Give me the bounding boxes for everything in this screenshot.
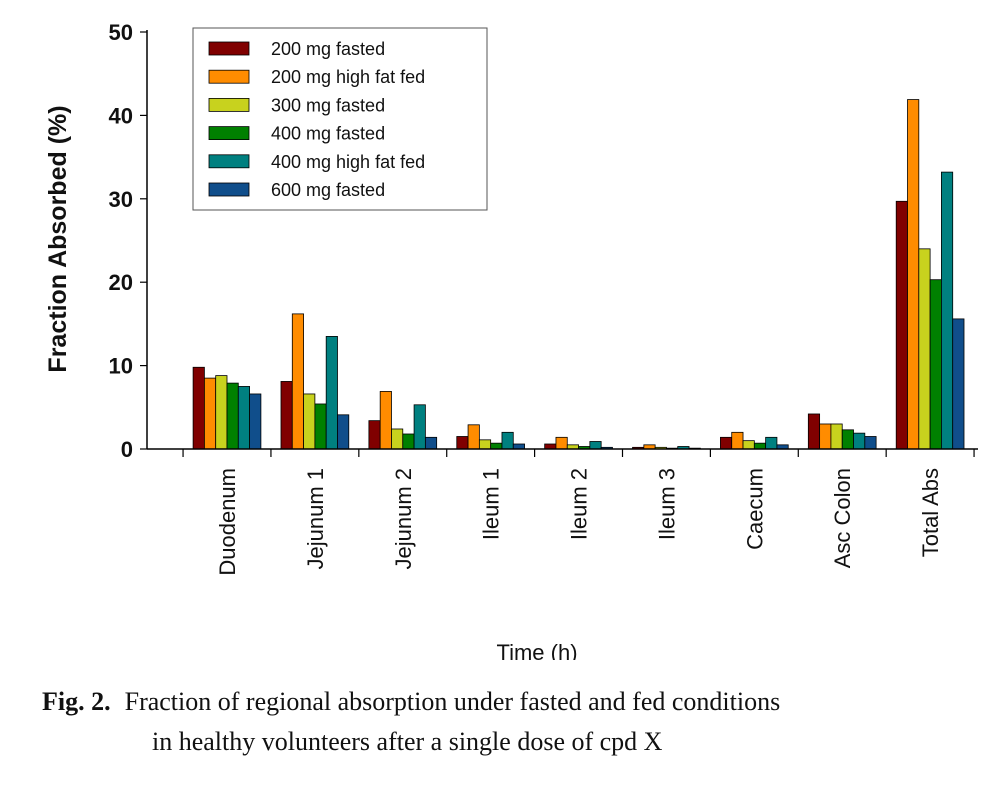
legend-swatch [208, 182, 250, 197]
bar [830, 423, 843, 450]
bar [424, 436, 438, 450]
bar [280, 381, 293, 450]
bar [249, 393, 262, 450]
bar [325, 336, 338, 450]
bar [819, 423, 832, 450]
bar [368, 420, 381, 450]
bar [929, 279, 942, 450]
y-tick-label: 40 [109, 103, 133, 128]
x-category-label: Caecum [742, 468, 767, 550]
bar [853, 432, 866, 450]
x-category-label: Jejunum 1 [303, 468, 328, 570]
bar [226, 382, 239, 450]
legend-label: 200 mg high fat fed [271, 67, 425, 87]
x-category-labels: Duodenum Jejunum 1 Jejunum 2 Ileum 1 Ileum 2… [215, 468, 943, 576]
legend-label: 400 mg high fat fed [271, 152, 425, 172]
x-category-label: Ileum 2 [567, 468, 592, 540]
legend-box [192, 27, 488, 211]
bar [467, 424, 480, 450]
bar [807, 413, 821, 450]
y-tick-label: 10 [109, 354, 133, 379]
x-category-label: Jejunum 2 [391, 468, 416, 570]
bar [203, 377, 217, 450]
bar [490, 442, 503, 450]
bar [907, 99, 920, 450]
bar [215, 375, 228, 450]
legend-label: 300 mg fasted [271, 95, 385, 115]
legend-label: 200 mg fasted [271, 39, 385, 59]
y-tick-label: 50 [109, 20, 133, 45]
bar [720, 436, 733, 450]
bars [192, 99, 965, 450]
x-axis-title: Time (h) [496, 640, 577, 660]
legend-swatch [208, 41, 250, 56]
axes [146, 30, 978, 457]
y-tick-label: 0 [121, 437, 133, 462]
bar [952, 318, 965, 450]
bar [765, 436, 778, 450]
legend-label: 400 mg fasted [271, 124, 385, 144]
bar [478, 439, 492, 450]
y-tick-label: 30 [109, 187, 133, 212]
bar [337, 414, 350, 450]
bar [303, 393, 316, 450]
bar [589, 441, 602, 450]
bar [192, 366, 205, 450]
bar [753, 442, 767, 450]
bar [731, 431, 744, 450]
bar [379, 391, 392, 450]
caption-figure-label: Fig. 2. [42, 687, 111, 716]
y-ticks: 0 10 20 30 40 50 [109, 20, 147, 462]
bar-chart: 0 10 20 30 40 50 Duodenum Jejunum 1 Jejunum 2 Il… [44, 20, 978, 660]
bar [402, 433, 415, 450]
bar [555, 436, 568, 450]
y-axis-title: Fraction Absorbed (%) [44, 105, 72, 372]
bar [895, 200, 908, 450]
bar [501, 431, 514, 450]
x-category-label: Total Abs [918, 468, 943, 557]
caption-line-2: in healthy volunteers after a single dos… [152, 727, 663, 756]
bar [742, 440, 755, 450]
legend-swatch [208, 126, 250, 140]
bar [941, 171, 954, 450]
bar [314, 403, 327, 450]
x-category-label: Ileum 1 [479, 468, 504, 540]
bar [918, 248, 931, 450]
y-tick-label: 20 [109, 270, 133, 295]
bar [456, 436, 469, 450]
bar [237, 386, 251, 450]
x-category-label: Asc Colon [830, 468, 855, 568]
legend-label: 600 mg fasted [271, 180, 385, 200]
bar [413, 404, 426, 450]
caption-line-1: Fraction of regional absorption under fa… [124, 687, 781, 716]
bar [391, 428, 404, 450]
bar [841, 429, 854, 450]
bar [864, 436, 877, 450]
x-category-label: Duodenum [215, 468, 240, 576]
bar [291, 313, 304, 450]
legend-swatch [208, 154, 250, 169]
legend: 200 mg fasted 200 mg high fat fed 300 mg f… [192, 27, 488, 211]
legend-swatch [208, 69, 250, 84]
legend-swatch [208, 98, 250, 112]
x-category-label: Ileum 3 [654, 468, 679, 540]
